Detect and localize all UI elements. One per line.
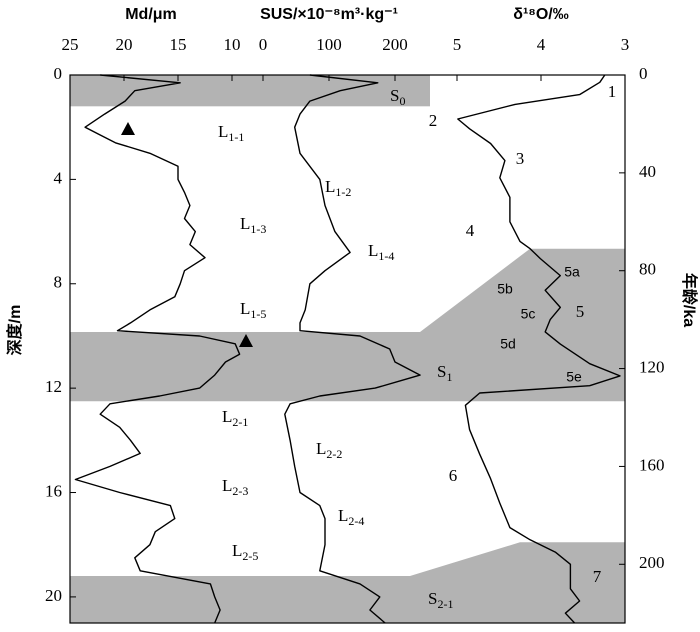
stage-label: 5b [497, 281, 513, 297]
unit-label: L2-2 [316, 439, 342, 461]
unit-main: S [428, 589, 437, 608]
soil-band [70, 248, 625, 402]
soil-band [70, 75, 430, 107]
unit-main: L [316, 439, 326, 458]
y2-tick-label: 40 [639, 162, 656, 181]
unit-sub: 1-2 [335, 185, 351, 199]
profile-line [284, 74, 421, 624]
y2-tick-label: 80 [639, 260, 656, 279]
x-axis-title: δ¹⁸O/‰ [513, 6, 568, 23]
y-tick-label: 20 [45, 586, 62, 605]
y-tick-label: 0 [54, 64, 63, 83]
y2-tick-label: 120 [639, 357, 665, 376]
unit-label: S2-1 [428, 589, 453, 611]
x-axis-title: Md/μm [125, 6, 177, 23]
unit-sub: 1-4 [378, 249, 394, 263]
unit-label: L2-3 [222, 476, 248, 498]
stage-label: 5 [576, 302, 585, 321]
unit-sub: 2-3 [232, 484, 248, 498]
soil-band [70, 542, 625, 623]
stage-label: 5c [521, 306, 536, 322]
y-tick-label: 16 [45, 481, 62, 500]
y-axis-title: 深度/m [5, 305, 24, 356]
unit-main: L [222, 407, 232, 426]
unit-sub: 1-1 [228, 130, 244, 144]
unit-label: S0 [390, 86, 405, 108]
unit-sub: 0 [399, 94, 405, 108]
x-tick-label: 15 [170, 35, 187, 54]
y2-tick-label: 0 [639, 64, 648, 83]
unit-main: S [437, 362, 446, 381]
unit-main: S [390, 86, 399, 105]
x-tick-label: 0 [259, 35, 268, 54]
y-tick-label: 12 [45, 377, 62, 396]
unit-main: L [240, 299, 250, 318]
stage-label: 5d [500, 336, 516, 352]
unit-label: L1-5 [240, 299, 266, 321]
y2-axis-title: 年龄/ka [680, 273, 699, 327]
stage-label: 7 [593, 567, 602, 586]
stage-label: 3 [516, 149, 525, 168]
x-tick-label: 3 [621, 35, 630, 54]
stage-label: 5e [566, 369, 582, 385]
x-tick-label: 25 [62, 35, 79, 54]
unit-sub: 2-1 [437, 597, 453, 611]
unit-main: L [368, 241, 378, 260]
unit-main: L [325, 177, 335, 196]
unit-label: S1 [437, 362, 452, 384]
unit-sub: 2-2 [326, 447, 342, 461]
stage-label: 2 [429, 111, 438, 130]
x-tick-label: 100 [316, 35, 342, 54]
profile-line [74, 74, 241, 624]
x-tick-label: 4 [537, 35, 546, 54]
unit-sub: 1 [446, 370, 452, 384]
unit-sub: 1-5 [250, 307, 266, 321]
unit-label: L1-1 [218, 122, 244, 144]
stage-label: 5a [564, 264, 580, 280]
y-tick-label: 4 [54, 168, 63, 187]
x-tick-label: 5 [453, 35, 462, 54]
unit-label: L1-2 [325, 177, 351, 199]
y-tick-label: 8 [54, 273, 63, 292]
x-tick-label: 10 [224, 35, 241, 54]
unit-label: L2-1 [222, 407, 248, 429]
x-axis-title: SUS/×10⁻⁸m³·kg⁻¹ [260, 6, 398, 23]
stage-label: 6 [449, 466, 458, 485]
profile-line [457, 74, 621, 624]
y2-tick-label: 200 [639, 553, 665, 572]
unit-main: L [232, 541, 242, 560]
unit-sub: 2-5 [242, 549, 258, 563]
unit-label: L2-5 [232, 541, 258, 563]
unit-main: L [218, 122, 228, 141]
unit-label: L1-3 [240, 214, 266, 236]
x-tick-label: 200 [382, 35, 408, 54]
plot-frame [69, 74, 626, 624]
y2-tick-label: 160 [639, 455, 665, 474]
unit-label: L2-4 [338, 506, 364, 528]
unit-main: L [338, 506, 348, 525]
unit-main: L [240, 214, 250, 233]
stage-label: 1 [608, 82, 617, 101]
marker [239, 334, 253, 347]
marker [121, 122, 135, 135]
unit-main: L [222, 476, 232, 495]
unit-sub: 2-4 [348, 514, 364, 528]
stage-label: 4 [466, 221, 475, 240]
unit-label: L1-4 [368, 241, 394, 263]
unit-sub: 2-1 [232, 415, 248, 429]
unit-sub: 1-3 [250, 222, 266, 236]
x-tick-label: 20 [116, 35, 133, 54]
